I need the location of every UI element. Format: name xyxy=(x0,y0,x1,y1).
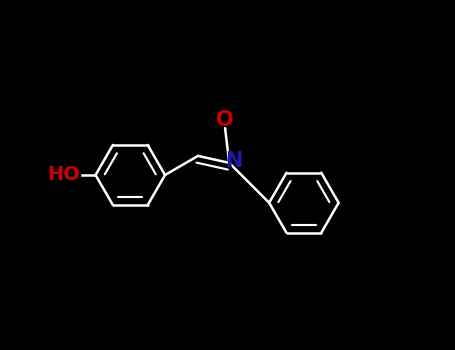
Text: N: N xyxy=(225,151,243,171)
Text: O: O xyxy=(216,111,234,131)
Text: HO: HO xyxy=(47,166,80,184)
